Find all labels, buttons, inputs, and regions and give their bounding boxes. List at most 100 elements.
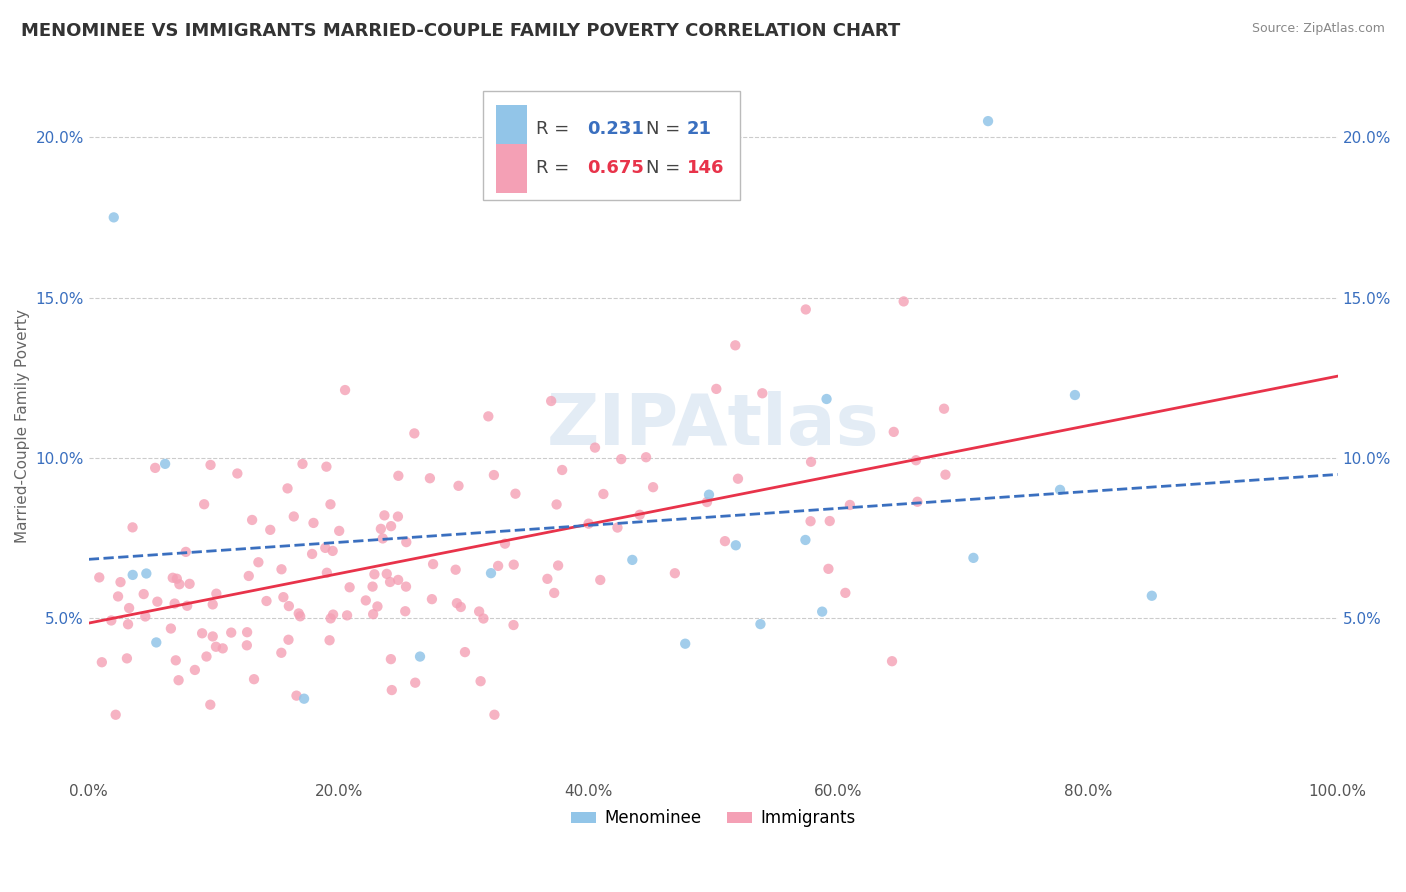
Point <box>932 401 955 416</box>
Point <box>962 550 984 565</box>
Text: 0.231: 0.231 <box>588 120 644 138</box>
Point <box>240 513 263 527</box>
Point <box>339 580 361 594</box>
Point <box>287 607 309 621</box>
Point <box>160 622 183 636</box>
Point <box>419 471 441 485</box>
Point <box>117 617 139 632</box>
Point <box>328 524 350 538</box>
Point <box>315 566 337 580</box>
Point <box>89 570 111 584</box>
Point <box>409 649 432 664</box>
Point <box>714 534 737 549</box>
Text: N =: N = <box>645 120 686 138</box>
Point <box>103 211 125 225</box>
Point <box>621 553 644 567</box>
Point <box>1064 388 1087 402</box>
Point <box>100 614 122 628</box>
Point <box>193 497 215 511</box>
Point <box>724 338 747 352</box>
Point <box>270 646 292 660</box>
Point <box>589 573 612 587</box>
Point <box>380 519 402 533</box>
Point <box>322 544 344 558</box>
Point <box>444 563 467 577</box>
Point <box>751 386 773 401</box>
Point <box>893 294 915 309</box>
Point <box>502 558 524 572</box>
Point <box>502 618 524 632</box>
Point <box>167 673 190 688</box>
Point <box>482 468 505 483</box>
Point <box>404 675 426 690</box>
Text: Source: ZipAtlas.com: Source: ZipAtlas.com <box>1251 22 1385 36</box>
FancyBboxPatch shape <box>496 104 527 154</box>
Point <box>201 630 224 644</box>
Point <box>318 633 340 648</box>
Point <box>838 498 860 512</box>
Point <box>277 599 299 613</box>
Point <box>696 495 718 509</box>
Point <box>977 114 1000 128</box>
Point <box>104 707 127 722</box>
Point <box>905 453 928 467</box>
Point <box>236 638 259 652</box>
Point <box>546 498 568 512</box>
Point <box>301 547 323 561</box>
Point <box>664 566 686 581</box>
Point <box>387 509 409 524</box>
Point <box>176 599 198 613</box>
Text: 146: 146 <box>688 160 724 178</box>
Point <box>727 472 749 486</box>
Legend: Menominee, Immigrants: Menominee, Immigrants <box>565 803 862 834</box>
Point <box>200 698 222 712</box>
Point <box>697 488 720 502</box>
Point <box>543 586 565 600</box>
Point <box>815 392 838 406</box>
Point <box>704 382 727 396</box>
Point <box>319 611 342 625</box>
Point <box>205 640 228 654</box>
Point <box>270 562 292 576</box>
Point <box>236 625 259 640</box>
Point <box>110 575 132 590</box>
Point <box>673 637 696 651</box>
Point <box>583 441 606 455</box>
Point <box>169 577 191 591</box>
Point <box>354 593 377 607</box>
Point <box>505 486 527 500</box>
Point <box>256 594 278 608</box>
Point <box>494 536 516 550</box>
Text: ZIPAtlas: ZIPAtlas <box>547 392 880 460</box>
Point <box>472 611 495 625</box>
Point <box>454 645 477 659</box>
Point <box>381 683 404 698</box>
Point <box>800 455 823 469</box>
Point <box>361 580 384 594</box>
Point <box>184 663 207 677</box>
Point <box>371 532 394 546</box>
Point <box>162 571 184 585</box>
Point <box>247 555 270 569</box>
Point <box>378 574 401 589</box>
FancyBboxPatch shape <box>496 144 527 193</box>
Text: R =: R = <box>536 160 575 178</box>
Point <box>226 467 249 481</box>
Point <box>366 599 388 614</box>
Point <box>1049 483 1071 497</box>
Point <box>121 520 143 534</box>
Point <box>205 587 228 601</box>
Point <box>641 480 664 494</box>
Point <box>259 523 281 537</box>
Point <box>276 482 298 496</box>
Point <box>292 691 315 706</box>
Point <box>486 558 509 573</box>
Point <box>446 596 468 610</box>
Point <box>794 533 817 547</box>
Text: R =: R = <box>536 120 575 138</box>
Point <box>422 557 444 571</box>
Point <box>749 617 772 632</box>
Point <box>375 566 398 581</box>
Point <box>115 651 138 665</box>
Point <box>387 468 409 483</box>
